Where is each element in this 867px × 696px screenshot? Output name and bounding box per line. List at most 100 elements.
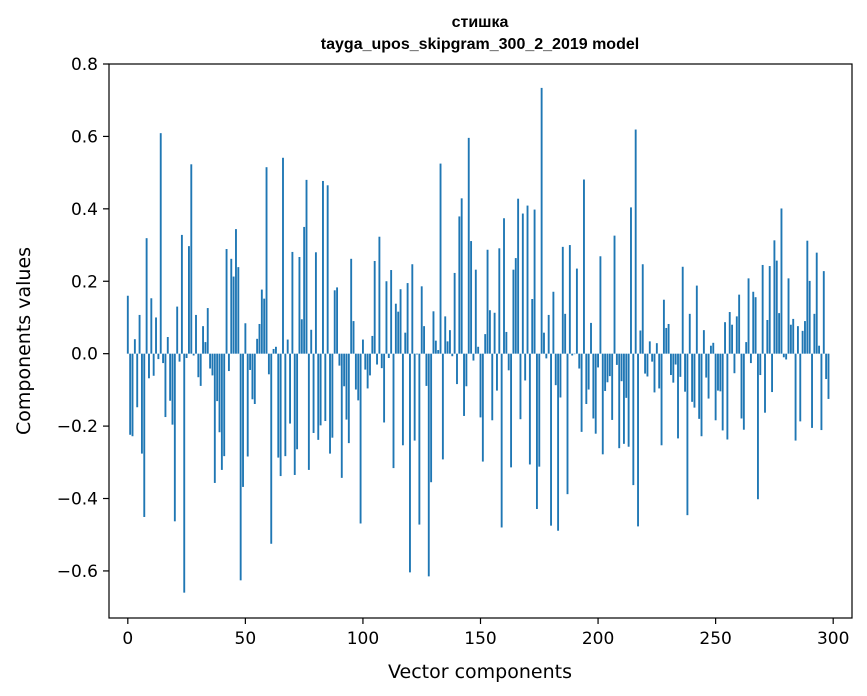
bar [166, 337, 169, 354]
bar [484, 334, 487, 354]
bar [526, 205, 529, 354]
bar [437, 350, 440, 354]
bar [220, 353, 223, 470]
bar [825, 353, 828, 380]
bar [416, 353, 418, 355]
bar [136, 353, 139, 408]
bar [792, 318, 795, 354]
bar [256, 338, 259, 354]
bar [314, 252, 317, 354]
bar [188, 246, 190, 354]
bar [674, 353, 677, 365]
bar [463, 353, 465, 416]
bar [796, 326, 799, 354]
bar [185, 353, 188, 359]
bar [550, 353, 552, 526]
bar [364, 353, 367, 370]
bar [258, 323, 261, 354]
y-tick-label: 0.0 [71, 345, 98, 365]
bar [688, 313, 691, 354]
bar [479, 353, 482, 418]
bar [813, 313, 816, 354]
bar [768, 266, 771, 354]
bar [488, 310, 491, 354]
bar [611, 353, 614, 420]
bar [705, 353, 708, 378]
bar [726, 353, 729, 440]
bar [152, 353, 155, 376]
bar [672, 353, 675, 383]
bar [547, 314, 550, 354]
bar [432, 311, 435, 354]
bar [637, 353, 639, 527]
bar [528, 353, 531, 465]
bar [747, 278, 750, 354]
bar [441, 353, 444, 460]
bar [192, 353, 195, 356]
bar [237, 267, 240, 354]
bar [561, 246, 564, 354]
bar [164, 353, 167, 418]
bar [467, 137, 470, 354]
bar [326, 185, 329, 354]
bar [543, 332, 545, 354]
bar [411, 264, 414, 354]
bar [587, 353, 590, 390]
bar [338, 353, 341, 366]
y-tick-label: 0.6 [71, 127, 98, 147]
y-tick-label: 0.4 [71, 200, 98, 220]
bar [785, 353, 788, 360]
bar [343, 353, 346, 387]
bar [282, 157, 284, 354]
bar [446, 341, 449, 354]
bar [491, 353, 494, 421]
bar [780, 208, 783, 354]
bar [782, 353, 785, 358]
bar [129, 353, 132, 435]
x-tick-label: 200 [582, 629, 614, 649]
bar [401, 353, 404, 446]
bar [764, 353, 766, 413]
bar [486, 249, 489, 354]
bar [470, 241, 473, 354]
bar [362, 339, 364, 354]
bar [818, 345, 821, 354]
bar [740, 353, 743, 419]
bar [319, 353, 322, 426]
bar [524, 353, 527, 381]
bar [686, 353, 689, 516]
bar [216, 353, 219, 402]
bar [712, 342, 715, 354]
bar [684, 353, 686, 392]
bar [601, 353, 604, 455]
bar [376, 353, 378, 365]
bar [427, 353, 430, 577]
bar [291, 251, 294, 354]
bar [169, 353, 172, 401]
bar [815, 252, 818, 354]
bar [213, 353, 216, 483]
bar [618, 353, 621, 449]
bar [263, 298, 266, 354]
bar [660, 353, 663, 446]
bar [148, 353, 150, 379]
bar [284, 353, 287, 457]
bar [197, 353, 200, 378]
bar [578, 353, 581, 369]
bar [300, 319, 303, 354]
bar [707, 353, 710, 399]
bar [345, 353, 348, 420]
bar [590, 322, 592, 354]
bar [474, 269, 477, 354]
bar [794, 353, 797, 441]
bar [615, 353, 618, 365]
bar [496, 353, 498, 391]
bar [369, 353, 371, 376]
bar [366, 353, 369, 389]
bar [778, 313, 781, 354]
bar [277, 353, 280, 458]
bar [418, 353, 421, 525]
bar [195, 314, 197, 354]
bar [126, 295, 129, 354]
bar [604, 353, 607, 391]
